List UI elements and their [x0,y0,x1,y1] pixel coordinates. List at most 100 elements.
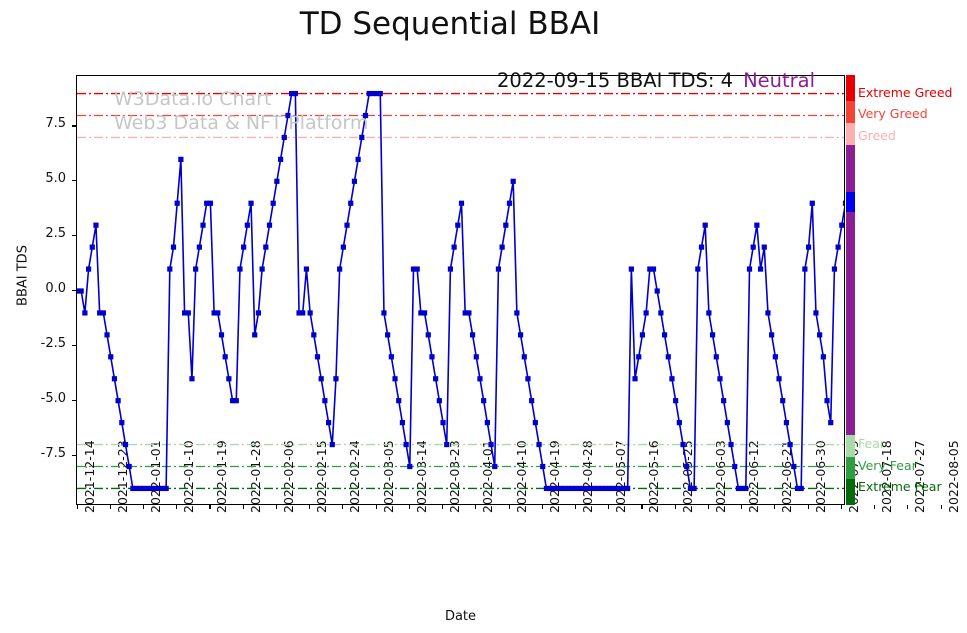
x-tick-mark [442,505,444,509]
x-tick-label: 2022-08-05 [945,440,961,513]
series-svg [77,90,844,492]
series-marker [314,354,321,360]
x-tick-mark [209,505,211,509]
y-tick-mark [72,290,76,292]
series-marker [577,485,583,492]
x-tick-mark [940,505,942,509]
series-marker [274,178,280,184]
series-marker [484,420,490,426]
series-marker [787,441,793,448]
series-marker [820,354,826,360]
series-marker [713,354,719,360]
series-marker [709,332,716,338]
x-tick-mark [176,505,178,509]
series-marker [835,244,841,250]
plot-area [76,75,845,505]
series-marker [665,354,671,360]
series-marker [104,332,110,338]
series-marker [517,332,524,338]
series-marker [126,463,132,470]
series-marker [77,288,81,294]
series-marker [554,485,561,492]
x-tick-label: 2022-07-18 [879,440,895,513]
series-marker [661,332,668,338]
zone-threshold-lines [77,92,844,490]
series-marker [780,398,786,404]
series-marker [828,420,834,426]
series-marker [831,266,838,272]
series-marker [348,200,354,206]
series-marker [252,332,258,338]
series-marker [458,200,465,206]
y-tick-mark [72,344,76,346]
series-marker [769,332,775,338]
series-marker [495,266,502,272]
series-marker [551,485,557,492]
series-marker [388,354,394,360]
series-marker [503,222,509,228]
series-marker [244,222,250,228]
series-marker [540,463,546,470]
series-marker [115,398,121,404]
bbai-tds-series [77,90,844,492]
series-marker [462,310,468,316]
series-marker [148,485,154,492]
series-marker [255,310,262,316]
series-marker [772,354,778,360]
series-marker [285,112,291,119]
series-marker [728,441,734,448]
series-marker [270,200,276,206]
series-marker [226,376,232,382]
y-tick-label: -7.5 [40,445,66,461]
series-marker [521,354,527,360]
x-tick-mark [574,505,577,509]
x-tick-mark [774,505,776,509]
series-line [77,92,844,490]
x-tick-mark [242,505,244,509]
series-marker [337,266,343,272]
series-marker [111,376,118,382]
x-tick-mark [109,505,111,509]
current-value-annotation: 2022-09-15 BBAI TDS: 4 Neutral [497,69,815,92]
series-marker [735,485,742,492]
x-tick-mark [408,505,410,509]
series-marker [373,90,380,97]
series-marker [591,485,598,492]
series-marker [481,398,487,404]
series-marker [632,376,638,382]
series-marker [506,200,513,206]
series-marker [377,90,383,97]
series-marker [783,420,790,426]
y-tick-label: 2.5 [45,226,66,242]
series-marker [842,200,844,206]
series-marker [492,463,498,470]
series-marker [562,485,568,492]
y-tick-mark [72,454,76,456]
series-marker [791,463,797,470]
series-marker [636,354,642,360]
annotation-sentiment-label: Neutral [743,69,816,92]
series-marker [695,266,701,272]
series-marker [525,376,531,382]
colorbar-neutral [846,145,855,435]
x-tick-mark [275,505,277,509]
series-marker [451,244,457,250]
series-marker [488,441,494,448]
series-marker [303,266,310,272]
series-marker [647,266,653,272]
x-axis-label: Date [444,609,477,624]
series-marker [392,376,398,382]
series-marker [403,441,409,448]
series-marker [673,398,679,404]
series-marker [706,310,712,316]
series-marker [325,420,332,426]
series-marker [340,244,346,250]
y-tick-label: 0.0 [45,281,66,296]
y-tick-mark [72,399,76,401]
zone-label-very-fear: Very Fear [858,457,917,473]
series-marker [407,463,413,470]
colorbar-very-greed [846,101,855,124]
series-marker [469,332,476,338]
series-marker [100,310,106,316]
series-marker [311,332,317,338]
